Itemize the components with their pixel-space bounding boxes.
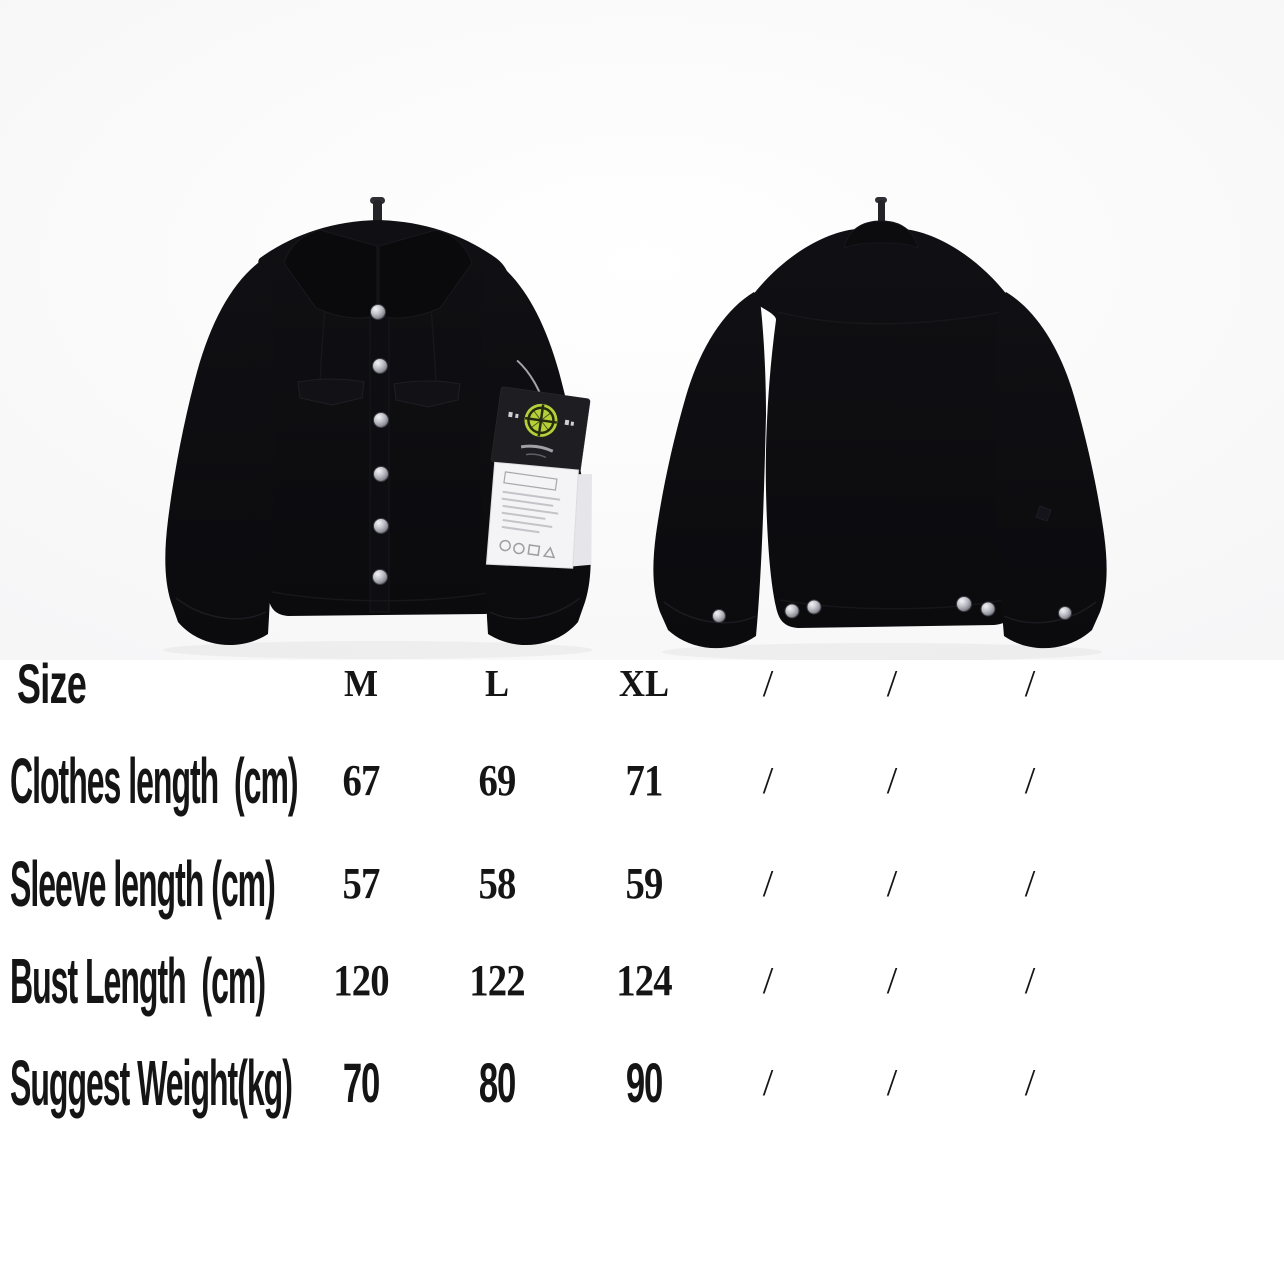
- collar-right: [378, 229, 473, 319]
- hang-tag-front: [485, 359, 593, 569]
- clothes-length-slash-2: /: [886, 760, 898, 802]
- sleeve-length-xl: 59: [625, 859, 664, 908]
- col-header-l: L: [484, 663, 510, 705]
- bust-length-m: 120: [333, 956, 389, 1005]
- sleeve-length-slash-1: /: [762, 863, 774, 905]
- sleeve-length-label: Sleeve length (cm): [10, 848, 276, 920]
- back-jacket-right-sleeve: [994, 292, 1107, 649]
- bust-length-slash-1: /: [762, 960, 774, 1002]
- clothes-length-slash-1: /: [762, 760, 774, 802]
- tag-wordmark: [520, 444, 554, 453]
- back-collar: [843, 220, 919, 249]
- suggest-weight-xl: 90: [625, 1051, 663, 1114]
- bust-length-slash-3: /: [1024, 960, 1036, 1002]
- clothes-length-xl: 71: [625, 756, 664, 805]
- clothes-length-l: 69: [478, 756, 517, 805]
- sleeve-length-slash-2: /: [886, 863, 898, 905]
- product-photo: [0, 0, 1284, 660]
- suggest-weight-l: 80: [478, 1051, 516, 1114]
- suggest-weight-slash-3: /: [1024, 1062, 1036, 1104]
- hanger-hook-back: [875, 197, 887, 224]
- col-header-slash-1: /: [762, 663, 774, 705]
- chest-pocket-flap-right: [393, 380, 461, 408]
- bust-length-l: 122: [469, 956, 525, 1005]
- clothes-length-label: Clothes length (cm): [10, 745, 299, 817]
- back-jacket: [653, 197, 1107, 649]
- sleeve-length-m: 57: [342, 859, 381, 908]
- back-jacket-body: [751, 229, 1027, 628]
- sleeve-emblem-stitch: [1035, 505, 1052, 522]
- col-header-slash-3: /: [1024, 663, 1036, 705]
- chest-pocket-flap-left: [297, 378, 365, 406]
- sleeve-length-l: 58: [478, 859, 517, 908]
- badge-side-letters: [508, 411, 575, 426]
- tag-care-card: [485, 461, 579, 569]
- front-buttons: [370, 304, 389, 585]
- col-header-slash-2: /: [886, 663, 898, 705]
- collar-left: [283, 229, 378, 319]
- bust-length-xl: 124: [616, 956, 672, 1005]
- clothes-length-m: 67: [342, 756, 381, 805]
- front-jacket: [165, 197, 593, 646]
- back-buttons: [712, 596, 1072, 623]
- suggest-weight-m: 70: [342, 1051, 380, 1114]
- sleeve-length-slash-3: /: [1024, 863, 1036, 905]
- bust-length-label: Bust Length (cm): [10, 945, 266, 1017]
- jackets-illustration: [0, 0, 1284, 660]
- col-header-xl: XL: [618, 663, 670, 705]
- clothes-length-slash-3: /: [1024, 760, 1036, 802]
- col-header-m: M: [343, 663, 379, 705]
- size-chart-title: Size: [17, 652, 87, 715]
- suggest-weight-label: Suggest Weight(kg): [10, 1047, 293, 1119]
- front-jacket-left-sleeve: [165, 260, 276, 646]
- back-jacket-left-sleeve: [653, 292, 766, 649]
- stone-island-compass-badge: [524, 403, 558, 437]
- bust-length-slash-2: /: [886, 960, 898, 1002]
- suggest-weight-slash-1: /: [762, 1062, 774, 1104]
- suggest-weight-slash-2: /: [886, 1062, 898, 1104]
